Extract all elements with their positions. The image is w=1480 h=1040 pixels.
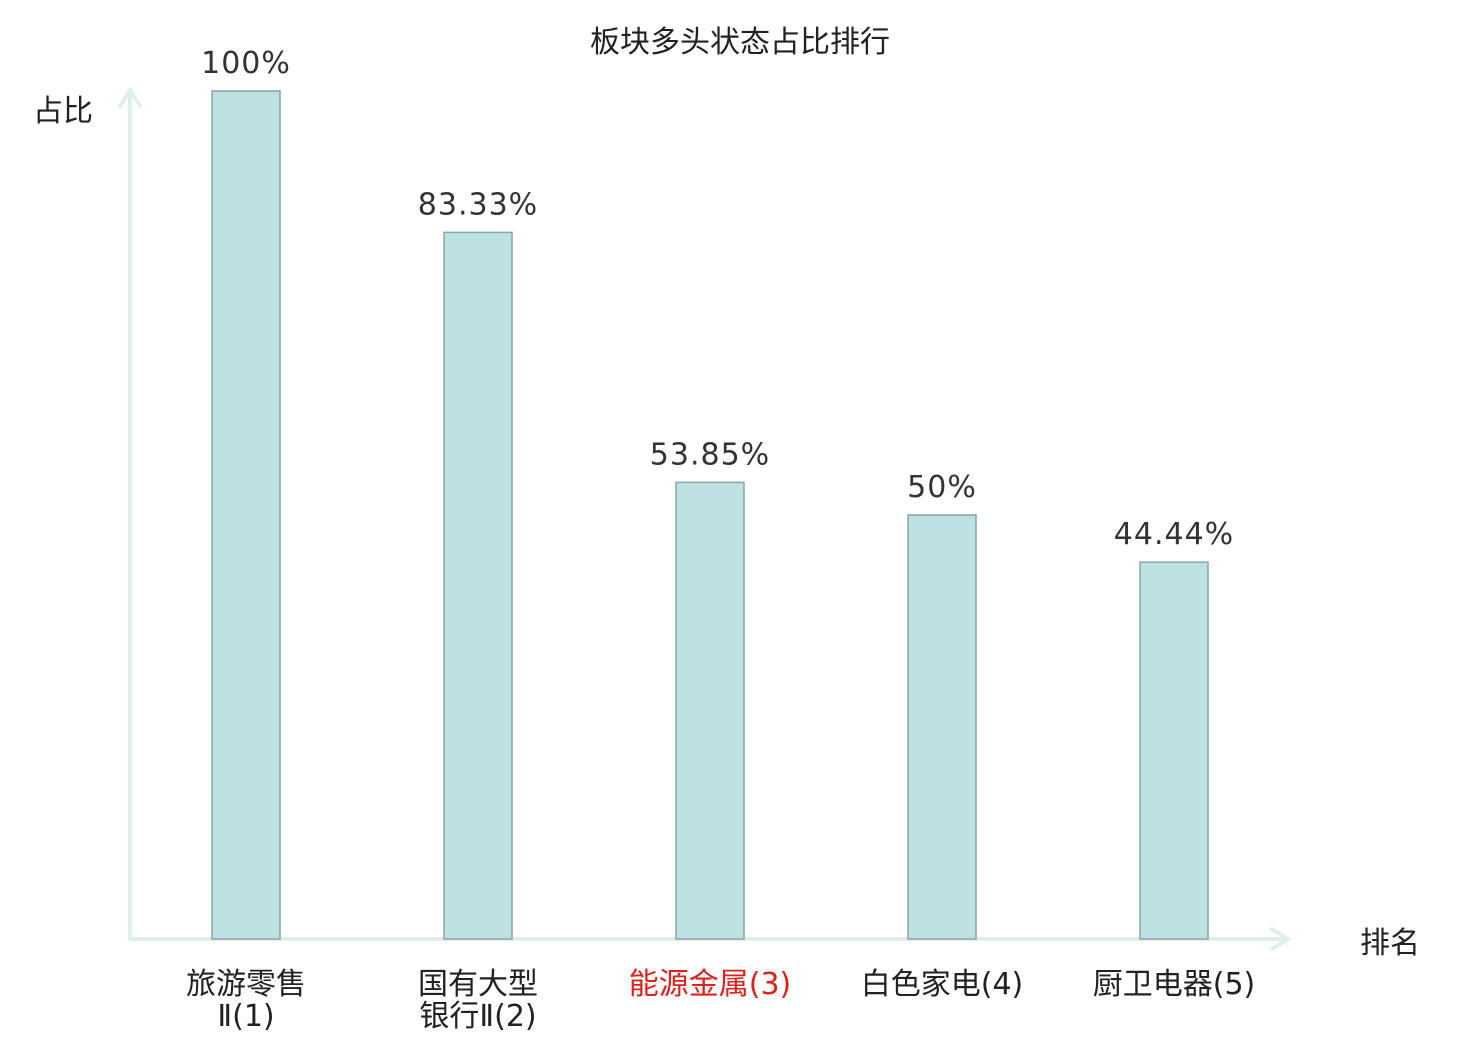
x-axis-label: 排名 bbox=[1360, 926, 1420, 961]
bar-value-label: 44.44% bbox=[1114, 517, 1234, 552]
bar bbox=[907, 514, 977, 940]
bar bbox=[211, 90, 281, 940]
bar bbox=[443, 231, 513, 940]
x-tick-label: 旅游零售 Ⅱ(1) bbox=[186, 967, 306, 1034]
x-tick-label: 厨卫电器(5) bbox=[1093, 967, 1256, 1002]
chart-title: 板块多头状态占比排行 bbox=[590, 25, 890, 60]
bar bbox=[1139, 561, 1209, 940]
x-tick-labels-group: 旅游零售 Ⅱ(1) 国有大型银行Ⅱ(2) 能源金属(3) 白色家电(4) 厨卫电器(5) bbox=[186, 967, 1255, 1034]
y-axis-label: 占比 bbox=[33, 94, 93, 129]
bar-value-label: 53.85% bbox=[650, 437, 770, 472]
bars-group bbox=[211, 90, 1209, 940]
bar-value-label: 50% bbox=[907, 470, 977, 505]
x-axis-arrow bbox=[1270, 927, 1290, 951]
bar-value-label: 100% bbox=[201, 46, 291, 81]
bar bbox=[675, 481, 745, 940]
x-tick-label: 白色家电(4) bbox=[861, 967, 1024, 1002]
y-axis-arrow bbox=[118, 88, 142, 108]
x-tick-label: 能源金属(3) bbox=[629, 967, 792, 1002]
value-labels-group: 100% 83.33% 53.85% 50% 44.44% bbox=[201, 46, 1234, 552]
x-tick-label: 国有大型银行Ⅱ(2) bbox=[418, 967, 538, 1034]
bar-value-label: 83.33% bbox=[418, 187, 538, 222]
